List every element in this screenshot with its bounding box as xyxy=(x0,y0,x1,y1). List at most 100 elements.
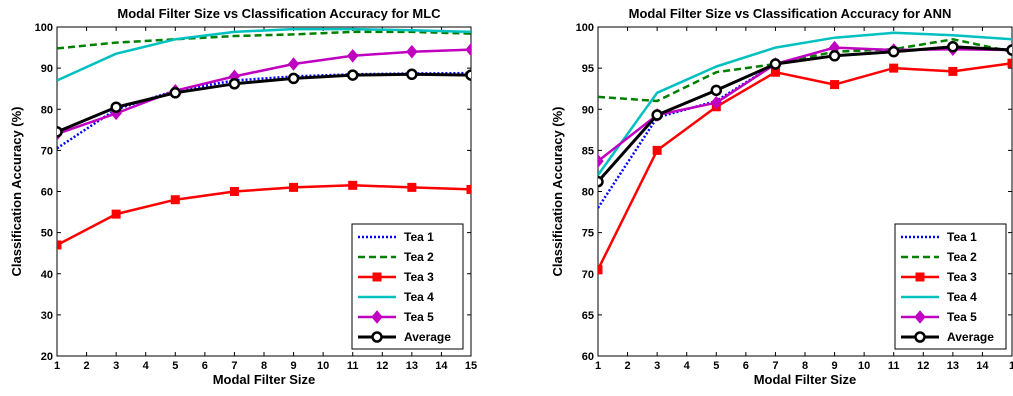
y-tick-label: 65 xyxy=(582,310,594,322)
legend-box xyxy=(894,223,1007,350)
data-point-tea-5 xyxy=(406,44,418,59)
y-tick-label: 90 xyxy=(582,104,594,116)
data-point-average xyxy=(287,72,300,85)
y-tick-label: 40 xyxy=(41,269,53,281)
legend-label: Tea 3 xyxy=(947,270,977,284)
series-line-tea-3 xyxy=(57,184,471,247)
data-point-tea-3 xyxy=(170,195,180,205)
data-point-tea-3 xyxy=(407,182,417,192)
legend: Tea 1 Tea 2 Tea 3 Tea 4 Tea 5 Average xyxy=(894,223,1007,350)
x-tick-label: 3 xyxy=(113,360,119,372)
x-tick-label: 11 xyxy=(347,360,359,372)
legend-label: Average xyxy=(947,330,994,344)
x-tick-label: 7 xyxy=(231,360,237,372)
data-point-tea-3 xyxy=(111,209,121,219)
y-tick-label: 50 xyxy=(41,228,53,240)
data-point-tea-3 xyxy=(598,265,603,275)
y-tick-label: 80 xyxy=(582,187,594,199)
data-point-tea-3 xyxy=(948,66,958,76)
x-tick-label: 1 xyxy=(595,360,601,372)
data-point-tea-5 xyxy=(598,154,604,168)
y-tick-label: 75 xyxy=(582,228,594,240)
data-point-average xyxy=(651,109,663,121)
data-point-average xyxy=(465,69,471,81)
legend-box xyxy=(351,223,464,350)
series-line-average xyxy=(57,72,471,134)
x-tick-label: 4 xyxy=(684,360,691,372)
x-tick-label: 1 xyxy=(1009,360,1013,372)
legend-label: Tea 4 xyxy=(947,290,977,304)
x-tick-label: 2 xyxy=(625,360,631,372)
y-axis-label: Classification Accuracy (%) xyxy=(550,106,565,276)
chart-ann: Modal Filter Size vs Classification Accu… xyxy=(550,6,1013,387)
legend-marker xyxy=(914,331,926,343)
series-group xyxy=(598,31,1012,275)
x-tick-label: 10 xyxy=(317,360,329,372)
x-tick-label: 14 xyxy=(435,360,448,372)
x-tick-label: 5 xyxy=(713,360,719,372)
data-point-tea-3 xyxy=(57,240,62,250)
x-tick-label: 6 xyxy=(202,360,208,372)
series-line-tea-4 xyxy=(57,27,471,82)
legend-label: Tea 1 xyxy=(947,230,977,244)
data-point-average xyxy=(406,68,418,81)
data-point-tea-5 xyxy=(347,49,359,63)
data-point-average xyxy=(710,84,723,97)
legend-label: Tea 1 xyxy=(404,230,434,244)
y-tick-label: 100 xyxy=(576,22,594,34)
chart-title: Modal Filter Size vs Classification Accu… xyxy=(117,6,441,21)
legend-marker xyxy=(915,272,925,282)
legend-marker xyxy=(914,310,926,324)
y-axis-label: Classification Accuracy (%) xyxy=(9,106,24,276)
data-point-tea-3 xyxy=(289,182,299,192)
chart-mlc: Modal Filter Size vs Classification Accu… xyxy=(9,6,477,387)
y-tick-label: 60 xyxy=(41,187,53,199)
data-point-average xyxy=(887,45,900,58)
y-tick-label: 20 xyxy=(41,351,53,363)
x-tick-label: 14 xyxy=(976,360,989,372)
x-tick-label: 4 xyxy=(143,360,150,372)
legend-label: Tea 2 xyxy=(404,250,434,264)
x-tick-label: 5 xyxy=(172,360,178,372)
series-line-tea-3 xyxy=(598,61,1012,271)
data-point-tea-5 xyxy=(287,57,300,71)
y-tick-label: 80 xyxy=(41,104,53,116)
data-point-average xyxy=(169,87,182,99)
data-point-average xyxy=(769,58,782,70)
data-point-tea-5 xyxy=(710,95,722,110)
y-tick-label: 95 xyxy=(582,63,594,75)
chart-title: Modal Filter Size vs Classification Accu… xyxy=(629,6,952,21)
x-tick-label: 8 xyxy=(261,360,267,372)
data-point-tea-5 xyxy=(465,42,471,57)
x-tick-label: 15 xyxy=(465,360,477,372)
legend-label: Tea 3 xyxy=(404,270,434,284)
x-tick-label: 11 xyxy=(888,360,900,372)
y-tick-label: 30 xyxy=(41,310,53,322)
x-tick-label: 1 xyxy=(54,360,60,372)
legend-marker xyxy=(371,310,383,324)
data-point-average xyxy=(346,69,359,81)
x-tick-label: 9 xyxy=(291,360,297,372)
data-point-tea-3 xyxy=(830,80,840,90)
data-point-tea-3 xyxy=(229,187,239,196)
data-point-average xyxy=(57,126,63,138)
data-point-average xyxy=(1006,44,1012,56)
data-point-tea-3 xyxy=(652,145,662,155)
x-tick-label: 12 xyxy=(917,360,929,372)
legend-label: Average xyxy=(404,330,451,344)
x-tick-label: 2 xyxy=(84,360,90,372)
x-tick-label: 13 xyxy=(947,360,959,372)
x-tick-label: 10 xyxy=(858,360,870,372)
x-axis-label: Modal Filter Size xyxy=(213,372,316,387)
x-tick-label: 8 xyxy=(802,360,808,372)
data-point-average xyxy=(598,175,604,188)
legend-label: Tea 4 xyxy=(404,290,434,304)
series-line-tea-2 xyxy=(57,30,471,50)
x-axis-label: Modal Filter Size xyxy=(754,372,857,387)
data-point-average xyxy=(947,40,959,53)
x-tick-label: 13 xyxy=(406,360,418,372)
legend-label: Tea 5 xyxy=(947,310,977,324)
x-tick-label: 9 xyxy=(832,360,838,372)
y-tick-label: 85 xyxy=(582,145,594,157)
data-point-tea-3 xyxy=(348,180,358,190)
